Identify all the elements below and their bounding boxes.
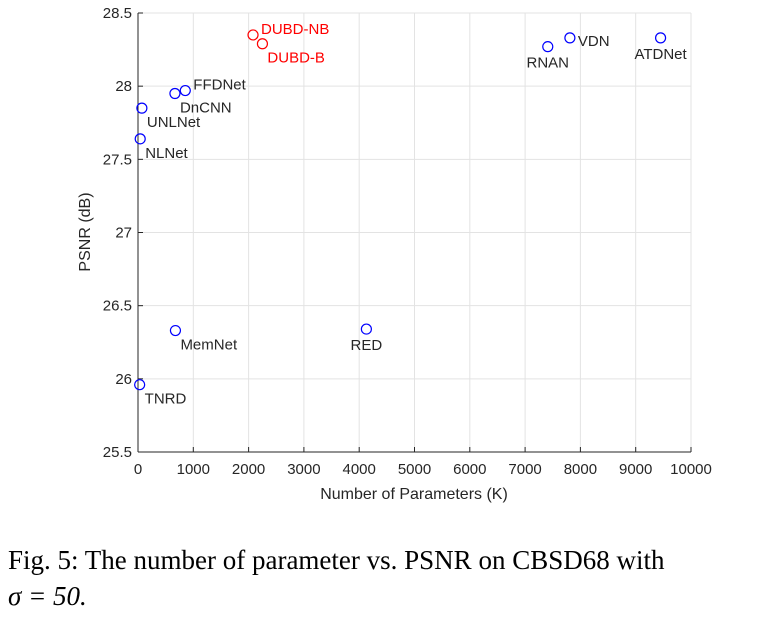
x-tick-labels: 0 1000 2000 3000 4000 5000 6000 7000 8000 9000 100… bbox=[134, 461, 712, 478]
axes bbox=[137, 12, 692, 453]
point-label: DUBD-B bbox=[267, 50, 325, 67]
data-point bbox=[256, 38, 269, 50]
point-label: NLNet bbox=[145, 145, 188, 162]
x-tick-label: 9000 bbox=[619, 461, 652, 478]
point-label: UNLNet bbox=[147, 114, 201, 131]
point-label: FFDNet bbox=[193, 77, 246, 94]
figure-caption: Fig. 5: The number of parameter vs. PSNR… bbox=[8, 542, 773, 614]
point-label: RED bbox=[351, 337, 383, 354]
y-tick-label: 28.5 bbox=[103, 5, 132, 22]
y-tick-label: 27.5 bbox=[103, 151, 132, 168]
point-label: RNAN bbox=[527, 55, 570, 72]
caption-text: Fig. 5: The number of parameter vs. PSNR… bbox=[8, 545, 665, 575]
grid-lines bbox=[137, 12, 692, 453]
data-point bbox=[179, 84, 191, 97]
x-tick-label: 8000 bbox=[564, 461, 597, 478]
x-tick-label: 7000 bbox=[508, 461, 541, 478]
data-point bbox=[136, 102, 148, 114]
x-axis-title: Number of Parameters (K) bbox=[320, 486, 508, 503]
x-tick-label: 5000 bbox=[398, 461, 431, 478]
point-label: DnCNN bbox=[180, 99, 232, 116]
y-tick-label: 25.5 bbox=[103, 444, 132, 461]
data-point bbox=[134, 133, 146, 145]
data-point bbox=[564, 32, 576, 44]
y-tick-label: 27 bbox=[115, 225, 132, 242]
point-label: VDN bbox=[578, 33, 610, 50]
x-tick-label: 10000 bbox=[670, 461, 712, 478]
y-tick-labels: 25.5 26 26.5 27 27.5 28 28.5 bbox=[103, 5, 132, 461]
y-tick-label: 28 bbox=[115, 78, 132, 95]
x-tick-label: 1000 bbox=[177, 461, 210, 478]
data-point bbox=[654, 32, 667, 44]
data-points bbox=[134, 29, 667, 391]
data-point bbox=[542, 41, 554, 53]
caption-math: σ = 50. bbox=[8, 581, 87, 611]
data-point bbox=[169, 87, 181, 100]
data-point bbox=[169, 324, 182, 337]
data-point bbox=[247, 29, 259, 41]
data-point bbox=[134, 379, 146, 391]
x-tick-label: 0 bbox=[134, 461, 142, 478]
x-tick-label: 3000 bbox=[287, 461, 320, 478]
y-axis-title: PSNR (dB) bbox=[77, 192, 94, 271]
point-label: DUBD-NB bbox=[261, 21, 329, 38]
x-tick-label: 6000 bbox=[453, 461, 486, 478]
point-label: MemNet bbox=[180, 337, 238, 354]
x-tick-label: 4000 bbox=[343, 461, 376, 478]
point-label: ATDNet bbox=[634, 46, 687, 63]
data-point bbox=[360, 323, 372, 335]
scatter-chart: 0 1000 2000 3000 4000 5000 6000 7000 8000 9000 100… bbox=[77, 5, 712, 503]
y-tick-label: 26 bbox=[115, 371, 132, 388]
x-tick-label: 2000 bbox=[232, 461, 265, 478]
y-tick-label: 26.5 bbox=[103, 298, 132, 315]
point-label: TNRD bbox=[145, 391, 187, 408]
